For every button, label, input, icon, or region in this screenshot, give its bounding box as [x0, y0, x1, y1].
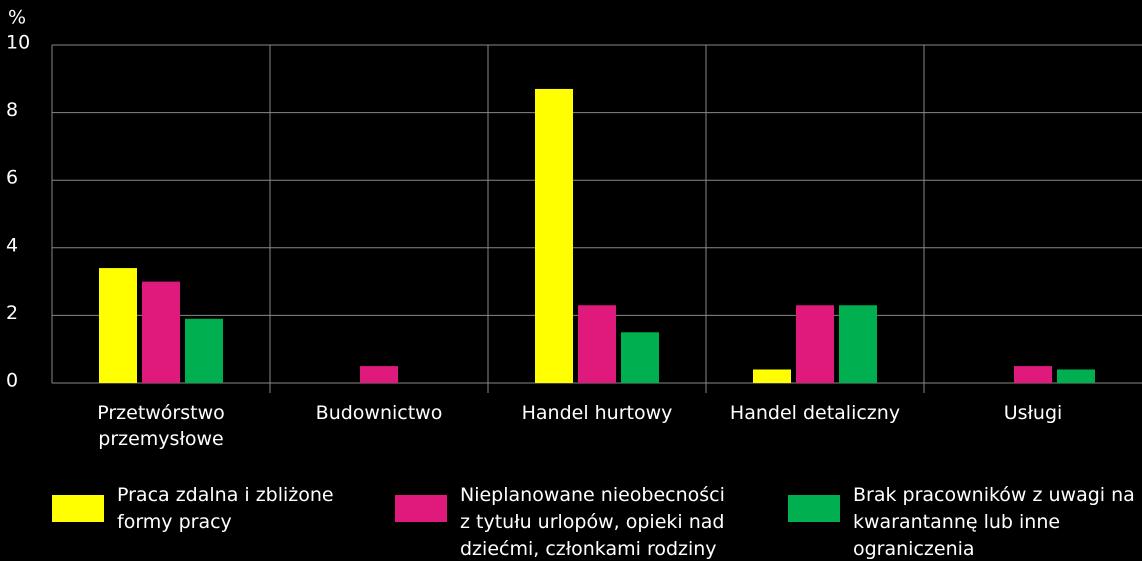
- y-tick-label: 2: [6, 302, 18, 324]
- y-tick-label: 8: [6, 99, 18, 121]
- bar: [1057, 369, 1095, 383]
- y-axis-label: %: [8, 7, 26, 29]
- legend-swatch: [788, 495, 840, 522]
- x-tick-label: Budownictwo: [315, 402, 443, 424]
- bar: [99, 268, 137, 383]
- legend-label: Praca zdalna i zbliżone formy pracy: [117, 484, 334, 533]
- legend-swatch: [395, 495, 447, 522]
- legend-label: Nieplanowane nieobecności z tytułu urlop…: [460, 484, 725, 560]
- x-tick-label: Handel hurtowy: [521, 402, 673, 424]
- y-tick-label: 4: [6, 234, 18, 256]
- bar: [753, 369, 791, 383]
- bar: [796, 305, 834, 383]
- x-tick-label: Usługi: [1003, 402, 1063, 424]
- bar: [535, 88, 573, 383]
- y-tick-label: 10: [6, 32, 30, 54]
- x-tick-label: Handel detaliczny: [729, 402, 901, 424]
- bar: [360, 366, 398, 383]
- legend-item: Praca zdalna i zbliżone formy pracy: [52, 482, 372, 536]
- bar: [185, 318, 223, 383]
- bar: [142, 281, 180, 383]
- bar: [621, 332, 659, 383]
- x-tick-label: Przetwórstwo przemysłowe: [97, 402, 225, 450]
- bar: [839, 305, 877, 383]
- legend-item: Nieplanowane nieobecności z tytułu urlop…: [395, 482, 735, 561]
- bar: [578, 305, 616, 383]
- legend-swatch: [52, 495, 104, 522]
- bar: [1014, 366, 1052, 383]
- y-tick-label: 6: [6, 167, 18, 189]
- legend-label: Brak pracowników z uwagi na kwarantannę …: [853, 484, 1135, 560]
- legend-item: Brak pracowników z uwagi na kwarantannę …: [788, 482, 1142, 561]
- y-tick-label: 0: [6, 370, 18, 392]
